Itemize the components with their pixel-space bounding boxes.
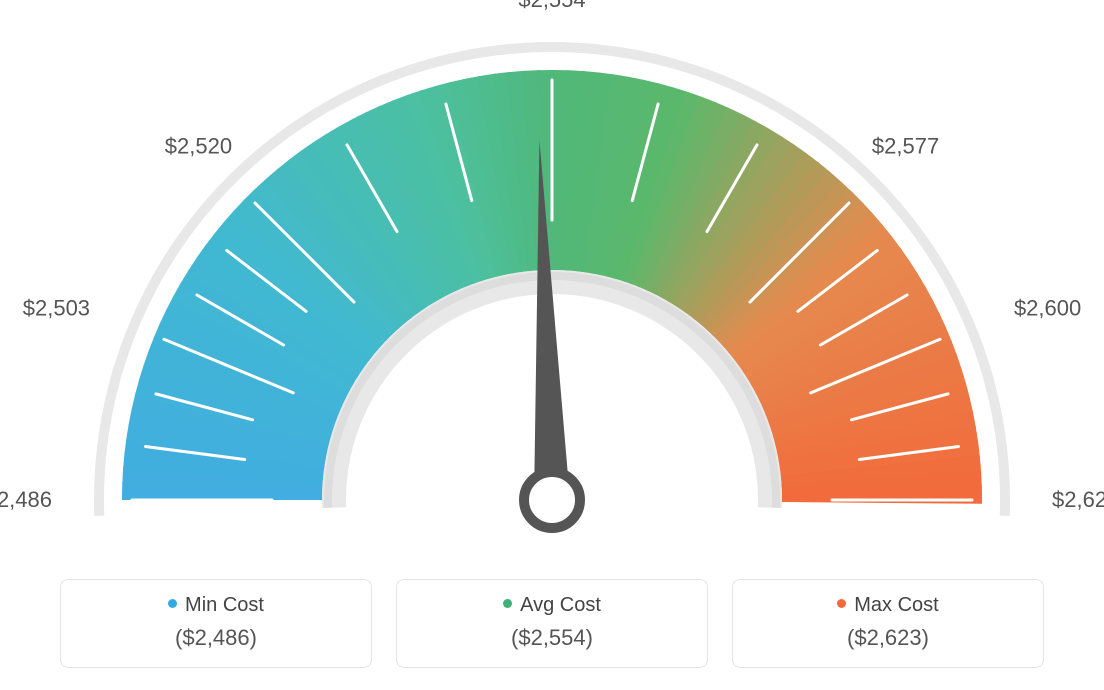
legend-max-label: Max Cost [854, 594, 938, 616]
svg-text:$2,623: $2,623 [1052, 487, 1104, 512]
gauge-svg: $2,486 $2,503 $2,520 $2,554 $2,577 $2,600 $2,6… [0, 0, 1104, 560]
legend-card-min: Min Cost ($2,486) [60, 579, 372, 668]
legend-card-max: Max Cost ($2,623) [732, 579, 1044, 668]
legend-card-avg: Avg Cost ($2,554) [396, 579, 708, 668]
legend-avg-label: Avg Cost [520, 594, 601, 616]
legend-title-max: Max Cost [733, 594, 1043, 617]
legend-row: Min Cost ($2,486) Avg Cost ($2,554) Max … [0, 579, 1104, 668]
svg-text:$2,554: $2,554 [518, 0, 585, 12]
legend-avg-value: ($2,554) [397, 625, 707, 651]
legend-min-value: ($2,486) [61, 625, 371, 651]
svg-text:$2,577: $2,577 [872, 133, 939, 158]
gauge-area: $2,486 $2,503 $2,520 $2,554 $2,577 $2,600 $2,6… [0, 0, 1104, 560]
gauge-chart-container: $2,486 $2,503 $2,520 $2,554 $2,577 $2,600 $2,6… [0, 0, 1104, 690]
svg-text:$2,503: $2,503 [23, 296, 90, 321]
legend-title-min: Min Cost [61, 594, 371, 617]
svg-text:$2,600: $2,600 [1014, 296, 1081, 321]
legend-min-label: Min Cost [185, 594, 264, 616]
legend-title-avg: Avg Cost [397, 594, 707, 617]
dot-icon [837, 599, 846, 608]
svg-text:$2,486: $2,486 [0, 487, 52, 512]
svg-text:$2,520: $2,520 [165, 133, 232, 158]
legend-max-value: ($2,623) [733, 625, 1043, 651]
dot-icon [503, 599, 512, 608]
dot-icon [168, 599, 177, 608]
